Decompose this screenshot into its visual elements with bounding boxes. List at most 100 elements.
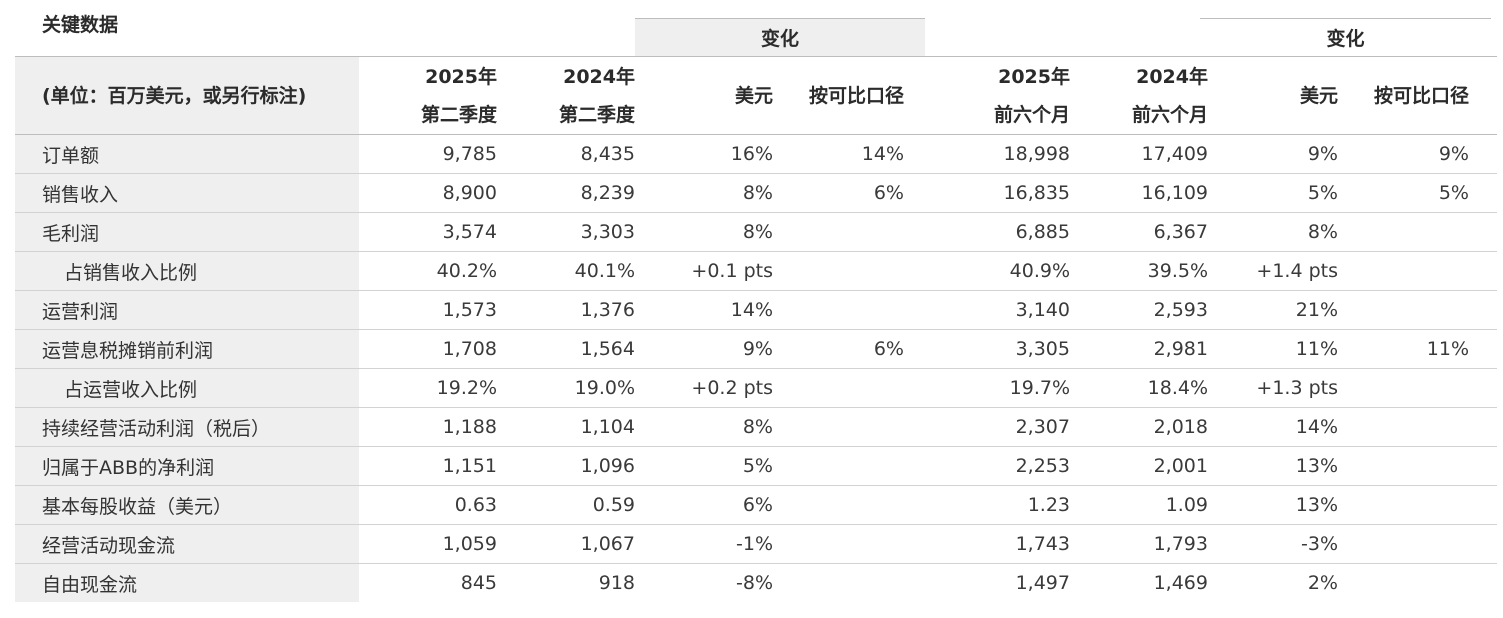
table-header-row: (单位：百万美元，或另行标注) 2025年 第二季度 2024年 第二季度 美元… (15, 56, 1497, 135)
table-cell: 1,793 (1070, 524, 1208, 564)
unit-header: (单位：百万美元，或另行标注) (15, 56, 359, 135)
table-cell (1338, 290, 1497, 330)
table-cell: 13% (1208, 446, 1338, 486)
row-label: 归属于ABB的净利润 (15, 446, 359, 486)
table-cell: 8,900 (359, 173, 497, 213)
table-cell: 16,835 (932, 173, 1070, 213)
table-cell: 1,067 (497, 524, 635, 564)
table-cell: 3,303 (497, 212, 635, 252)
table-cell: 11% (1338, 329, 1497, 369)
table-cell: 2,593 (1070, 290, 1208, 330)
row-label: 毛利润 (15, 212, 359, 252)
table-cell: 6% (773, 329, 932, 369)
table-cell: +1.3 pts (1208, 368, 1338, 408)
table-cell: 18,998 (932, 134, 1070, 174)
table-row: 经营活动现金流 1,059 1,067 -1% 1,743 1,793 -3% (15, 524, 1497, 564)
table-cell: 17,409 (1070, 134, 1208, 174)
table-cell: 16,109 (1070, 173, 1208, 213)
table-cell: +0.1 pts (635, 251, 773, 291)
header-h1-2025: 2025年 前六个月 (932, 56, 1070, 135)
table-cell: 5% (1338, 173, 1497, 213)
table-cell (773, 212, 932, 252)
header-change-comparable: 按可比口径 (773, 56, 932, 135)
table-cell: 0.59 (497, 485, 635, 525)
table-cell: 6,885 (932, 212, 1070, 252)
row-label: 经营活动现金流 (15, 524, 359, 564)
row-label: 占销售收入比例 (15, 251, 359, 291)
table-cell: 8% (635, 407, 773, 447)
table-cell: 1,376 (497, 290, 635, 330)
table-cell (1338, 368, 1497, 408)
table-cell: 11% (1208, 329, 1338, 369)
row-label: 基本每股收益（美元） (15, 485, 359, 525)
table-cell: 0.63 (359, 485, 497, 525)
table-cell: 19.7% (932, 368, 1070, 408)
table-cell: 1,743 (932, 524, 1070, 564)
table-row: 运营息税摊销前利润 1,708 1,564 9% 6% 3,305 2,981 11% 11% (15, 329, 1497, 369)
table-cell: -8% (736, 572, 773, 594)
row-label: 运营息税摊销前利润 (15, 329, 359, 369)
table-row: 基本每股收益（美元） 0.63 0.59 6% 1.23 1.09 13% (15, 485, 1497, 525)
row-label: 占运营收入比例 (15, 368, 359, 408)
table-cell: 18.4% (1070, 368, 1208, 408)
table-cell: 1,104 (497, 407, 635, 447)
table-cell: 13% (1208, 485, 1338, 525)
table-cell: 2,981 (1070, 329, 1208, 369)
table-cell (773, 251, 932, 291)
table-row: 归属于ABB的净利润 1,151 1,096 5% 2,253 2,001 13% (15, 446, 1497, 486)
table-cell: 9% (1338, 134, 1497, 174)
table-cell (1338, 524, 1497, 564)
table-row: 持续经营活动利润（税后） 1,188 1,104 8% 2,307 2,018 14% (15, 407, 1497, 447)
table-cell: 2,001 (1070, 446, 1208, 486)
table-cell: 3,574 (359, 212, 497, 252)
table-row: 销售收入 8,900 8,239 8% 6% 16,835 16,109 5% 5% (15, 173, 1497, 213)
table-row: 占运营收入比例 19.2% 19.0% +0.2 pts 19.7% 18.4% +1.3 … (15, 368, 1497, 408)
table-cell: 2% (1307, 572, 1338, 594)
table-row: 占销售收入比例 40.2% 40.1% +0.1 pts 40.9% 39.5% +1.4 … (15, 251, 1497, 291)
table-cell: 918 (598, 572, 635, 594)
table-cell: 8% (635, 212, 773, 252)
table-cell (773, 290, 932, 330)
table-cell: 1.23 (932, 485, 1070, 525)
change-group-header-q2: 变化 (635, 18, 925, 56)
table-cell: 6% (773, 173, 932, 213)
table-cell: 2,253 (932, 446, 1070, 486)
table-row: 自由现金流 845 918 -8% 1,497 1,469 2% (15, 563, 1497, 603)
table-row: 毛利润 3,574 3,303 8% 6,885 6,367 8% (15, 212, 1497, 252)
table-cell (773, 485, 932, 525)
table-cell (773, 524, 932, 564)
header-h1-change-comparable: 按可比口径 (1338, 56, 1497, 135)
table-cell: 14% (1208, 407, 1338, 447)
table-cell: 39.5% (1070, 251, 1208, 291)
table-cell (1338, 485, 1497, 525)
table-cell: 1,564 (497, 329, 635, 369)
table-cell: 845 (460, 572, 497, 594)
table-cell (773, 368, 932, 408)
table-cell: 6% (635, 485, 773, 525)
table-cell: 40.2% (359, 251, 497, 291)
table-cell: 1,573 (359, 290, 497, 330)
table-cell: -3% (1208, 524, 1338, 564)
table-cell: 6,367 (1070, 212, 1208, 252)
table-cell (1338, 407, 1497, 447)
table-cell: 14% (635, 290, 773, 330)
row-label: 订单额 (15, 134, 359, 174)
header-q2-2024: 2024年 第二季度 (497, 56, 635, 135)
table-cell: 40.9% (932, 251, 1070, 291)
table-cell (1338, 212, 1497, 252)
table-cell (773, 407, 932, 447)
table-cell: 1.09 (1070, 485, 1208, 525)
table-cell: 2,307 (932, 407, 1070, 447)
table-cell: 3,305 (932, 329, 1070, 369)
table-cell: 19.2% (359, 368, 497, 408)
table-cell (1338, 446, 1497, 486)
table-cell: 9% (635, 329, 773, 369)
key-figures-table: (单位：百万美元，或另行标注) 2025年 第二季度 2024年 第二季度 美元… (15, 56, 1497, 602)
change-group-header-h1: 变化 (1200, 18, 1491, 56)
table-cell (773, 564, 932, 603)
table-cell: 9% (1208, 134, 1338, 174)
table-cell: +0.2 pts (635, 368, 773, 408)
table-cell: 5% (1208, 173, 1338, 213)
table-row: 订单额 9,785 8,435 16% 14% 18,998 17,409 9% 9% (15, 134, 1497, 174)
row-label: 销售收入 (15, 173, 359, 213)
